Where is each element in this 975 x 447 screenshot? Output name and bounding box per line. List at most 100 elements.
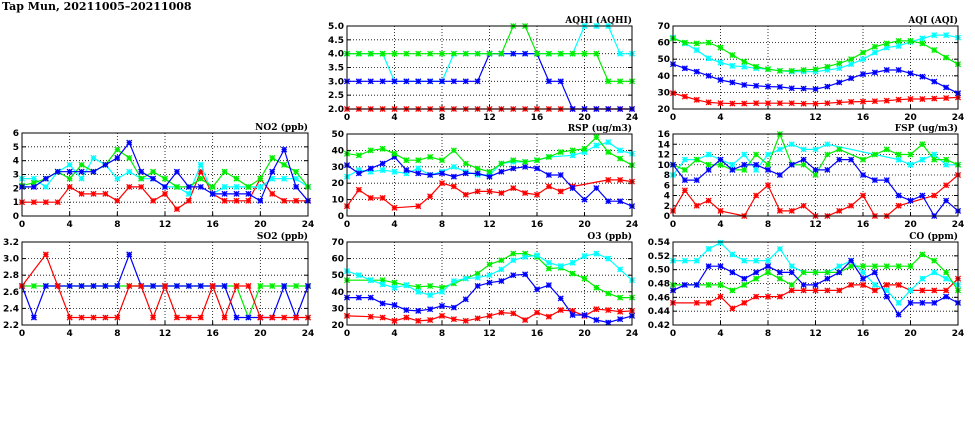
ytick-label: 30 bbox=[657, 88, 670, 98]
data-point bbox=[764, 100, 772, 107]
data-point bbox=[474, 270, 481, 277]
data-point bbox=[895, 263, 902, 270]
data-point bbox=[427, 193, 434, 200]
ytick-label: 70 bbox=[657, 22, 670, 32]
data-point bbox=[569, 147, 576, 154]
data-point bbox=[498, 277, 505, 285]
data-point bbox=[883, 263, 890, 270]
data-point bbox=[427, 153, 434, 161]
data-point bbox=[729, 305, 736, 312]
data-point bbox=[486, 279, 493, 286]
data-point bbox=[788, 100, 795, 107]
data-point bbox=[883, 44, 890, 51]
data-point bbox=[859, 263, 867, 270]
ytick-label: 0.52 bbox=[648, 252, 670, 262]
data-point bbox=[233, 282, 240, 290]
data-point bbox=[474, 315, 481, 322]
data-point bbox=[403, 50, 410, 57]
data-point bbox=[943, 54, 950, 61]
data-point bbox=[931, 156, 938, 163]
data-point bbox=[581, 253, 588, 260]
data-point bbox=[895, 42, 902, 49]
data-point bbox=[895, 281, 902, 288]
xtick-label: 12 bbox=[809, 113, 822, 123]
data-point bbox=[545, 282, 552, 289]
data-point bbox=[836, 263, 843, 270]
data-point bbox=[66, 183, 73, 191]
series-blue bbox=[343, 153, 636, 210]
data-point bbox=[427, 50, 434, 57]
data-point bbox=[753, 192, 760, 199]
data-point bbox=[355, 294, 362, 301]
data-point bbox=[776, 207, 783, 214]
data-point bbox=[895, 299, 902, 306]
data-point bbox=[919, 40, 926, 47]
data-point bbox=[221, 197, 228, 204]
xtick-label: 4 bbox=[717, 329, 723, 339]
data-point bbox=[895, 151, 902, 158]
data-point bbox=[931, 299, 938, 306]
data-point bbox=[705, 161, 712, 168]
data-point bbox=[54, 199, 61, 206]
ytick-label: 50 bbox=[331, 130, 344, 140]
data-point bbox=[379, 167, 386, 174]
data-point bbox=[545, 259, 552, 266]
data-point bbox=[450, 316, 457, 323]
data-point bbox=[126, 183, 133, 191]
ytick-label: 0 bbox=[664, 212, 670, 222]
chart-panel-o3: 20 30 40 50 60 70 0 4 8 12 16 20 24 O3 (ppb) bbox=[331, 231, 638, 339]
data-point bbox=[848, 202, 855, 209]
data-point bbox=[741, 275, 748, 282]
data-point bbox=[557, 78, 564, 85]
data-point bbox=[150, 282, 157, 290]
data-point bbox=[919, 192, 926, 199]
xtick-label: 24 bbox=[626, 329, 639, 339]
data-point bbox=[391, 50, 398, 57]
data-point bbox=[462, 191, 469, 198]
data-point bbox=[197, 314, 204, 321]
data-point bbox=[126, 168, 133, 175]
xtick-label: 8 bbox=[765, 220, 771, 230]
data-point bbox=[741, 63, 748, 70]
xtick-label: 4 bbox=[717, 113, 723, 123]
data-point bbox=[185, 190, 192, 197]
data-point bbox=[66, 161, 73, 168]
data-point bbox=[931, 151, 938, 158]
data-point bbox=[581, 145, 588, 152]
data-point bbox=[717, 156, 724, 163]
data-point bbox=[233, 197, 240, 204]
data-point bbox=[66, 314, 73, 321]
data-point bbox=[753, 269, 760, 276]
chart-panel-so2: 2.2 2.4 2.6 2.8 3.0 3.2 0 4 8 12 16 20 24 SO2 (ppb) bbox=[3, 231, 314, 339]
data-point bbox=[138, 282, 145, 290]
data-point bbox=[427, 282, 434, 290]
data-point bbox=[717, 263, 724, 270]
data-point bbox=[800, 281, 807, 288]
plot-frame bbox=[672, 133, 959, 217]
data-point bbox=[617, 50, 624, 57]
xtick-label: 20 bbox=[904, 220, 917, 230]
ytick-label: 3.0 bbox=[328, 77, 344, 87]
data-point bbox=[859, 98, 867, 105]
data-point bbox=[729, 100, 736, 107]
data-point bbox=[173, 183, 180, 191]
data-point bbox=[415, 288, 422, 295]
data-point bbox=[126, 139, 133, 146]
series-blue bbox=[343, 271, 636, 326]
data-point bbox=[90, 154, 97, 161]
data-point bbox=[931, 257, 938, 264]
data-point bbox=[895, 202, 902, 209]
data-point bbox=[812, 86, 819, 93]
data-point bbox=[569, 270, 576, 277]
data-point bbox=[919, 73, 926, 80]
data-point bbox=[221, 183, 228, 191]
ytick-label: 0 bbox=[338, 212, 344, 222]
data-point bbox=[367, 168, 374, 175]
series-line-blue bbox=[347, 53, 632, 110]
xtick-label: 0 bbox=[344, 113, 350, 123]
ytick-label: 3 bbox=[13, 171, 19, 181]
data-point bbox=[474, 282, 481, 290]
data-point bbox=[729, 51, 736, 59]
ytick-label: 30 bbox=[331, 304, 344, 314]
ytick-label: 60 bbox=[657, 39, 670, 49]
